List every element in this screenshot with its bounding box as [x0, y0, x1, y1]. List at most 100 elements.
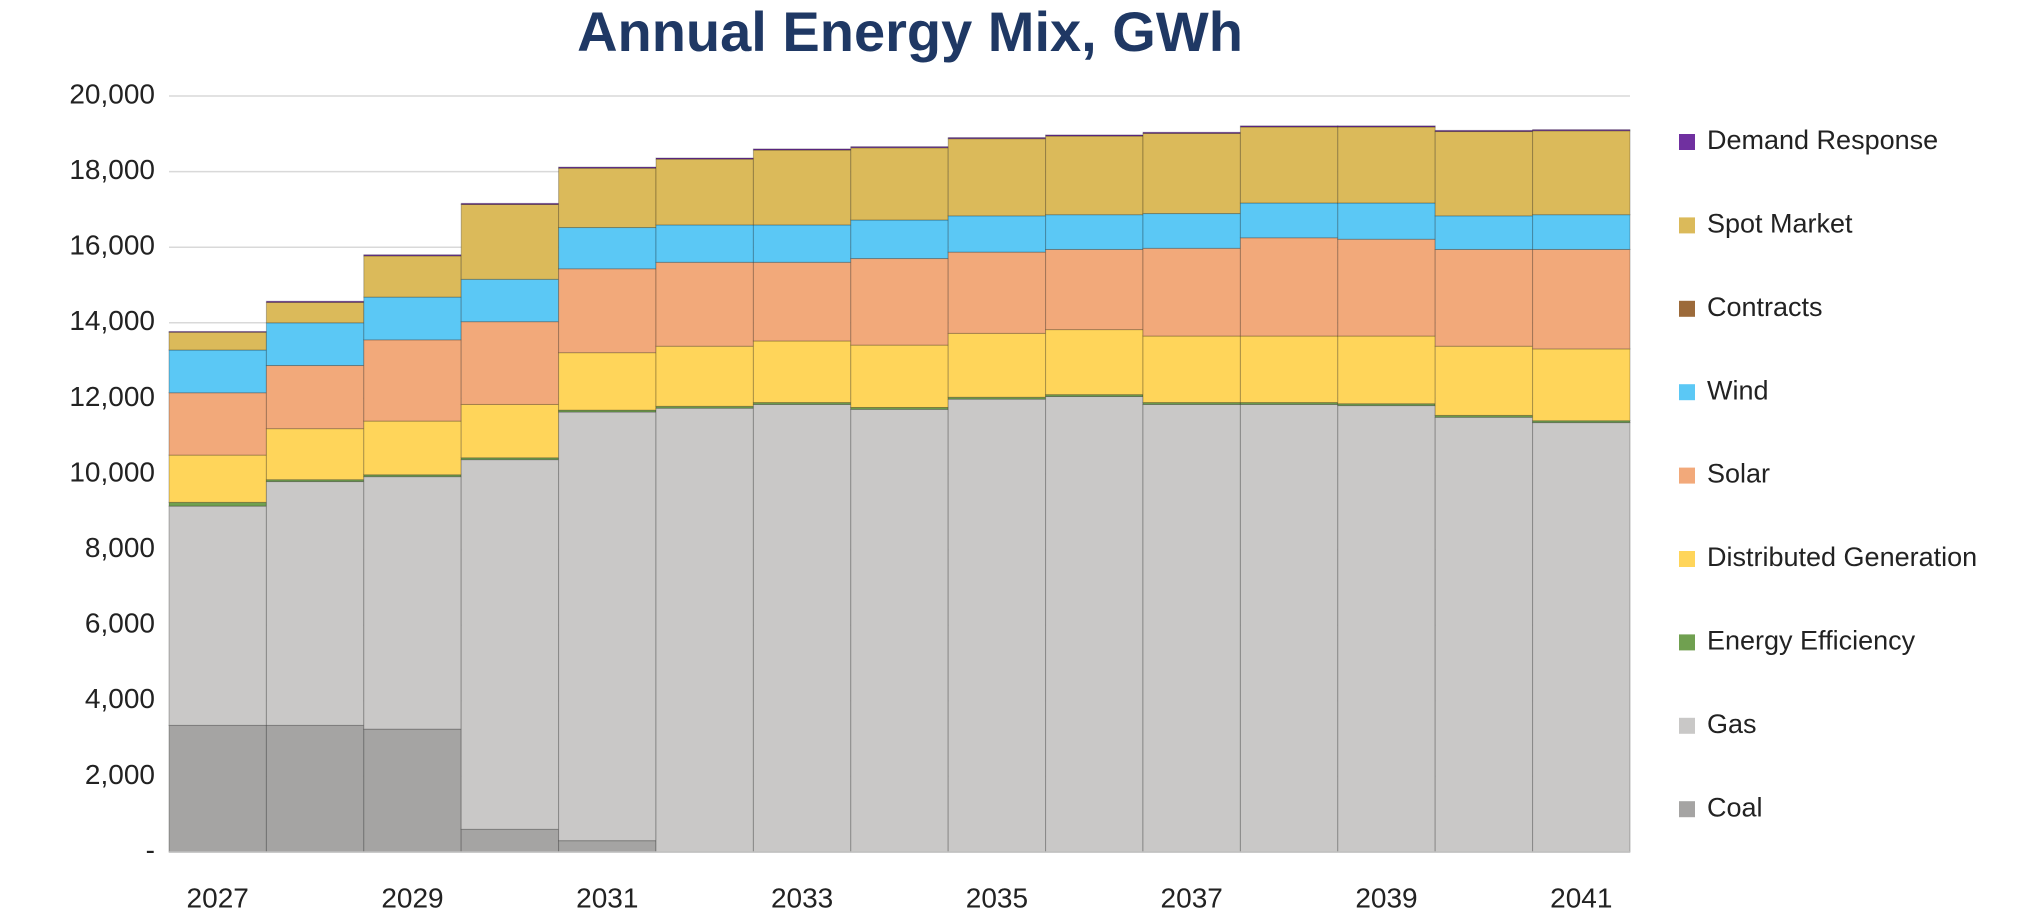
- bar-segment: [1142, 335, 1241, 404]
- bar-segment: [1142, 131, 1241, 134]
- legend-label: Wind: [1707, 375, 1769, 405]
- bar-segment: [265, 724, 365, 853]
- bar-segment: [363, 254, 462, 257]
- bar-segment: [1142, 403, 1241, 853]
- bar-segment: [265, 365, 365, 430]
- bar-segment: [1434, 416, 1534, 853]
- legend-swatch: [1679, 384, 1695, 401]
- bar-segment: [265, 481, 365, 726]
- bar-segment: [1239, 237, 1339, 337]
- bar-segment: [460, 202, 560, 205]
- bar-segment: [947, 215, 1047, 253]
- bar-segment: [850, 344, 949, 408]
- legend-label: Demand Response: [1707, 125, 1938, 155]
- bar-segment: [460, 203, 560, 280]
- bar-segment: [1239, 335, 1339, 404]
- bar-segment: [1239, 125, 1339, 128]
- bar-segment: [1434, 345, 1534, 416]
- bar-segment: [850, 147, 949, 221]
- legend-label: Coal: [1707, 792, 1763, 822]
- x-tick-label: 2039: [1355, 882, 1417, 913]
- legend-swatch: [1679, 717, 1695, 734]
- bar-segment: [558, 166, 657, 169]
- bar-segment: [1434, 248, 1534, 347]
- y-tick-label: 20,000: [69, 78, 155, 109]
- bar-segment: [1045, 134, 1144, 137]
- bar-segment: [168, 349, 267, 394]
- bar-segment: [752, 224, 852, 263]
- bar-segment: [947, 251, 1047, 334]
- legend-label: Solar: [1707, 459, 1770, 489]
- bar-segment: [265, 428, 365, 481]
- x-tick-label: 2031: [576, 882, 638, 913]
- x-tick-label: 2041: [1550, 882, 1612, 913]
- bar-segment: [1337, 405, 1436, 853]
- bar-segment: [363, 728, 462, 853]
- bar-segment: [947, 138, 1047, 217]
- bar-segment: [168, 505, 267, 726]
- legend-label: Gas: [1707, 709, 1757, 739]
- bar-segment: [558, 352, 657, 411]
- legend-label: Distributed Generation: [1707, 542, 1977, 572]
- bar-segment: [265, 301, 365, 324]
- y-tick-label: 12,000: [69, 381, 155, 412]
- x-tick-label: 2033: [771, 882, 833, 913]
- bar-segment: [460, 321, 560, 405]
- bar-segment: [655, 261, 754, 347]
- x-tick-label: 2037: [1161, 882, 1223, 913]
- bar-segment: [1045, 396, 1144, 853]
- bar-segment: [558, 411, 657, 842]
- bar-segment: [265, 300, 365, 303]
- legend-label: Energy Efficiency: [1707, 626, 1916, 656]
- bar-segment: [1239, 403, 1339, 853]
- bar-segment: [168, 501, 267, 507]
- bar-segment: [1532, 130, 1631, 216]
- bar-segment: [655, 157, 754, 160]
- legend-swatch: [1679, 551, 1695, 567]
- bar-segment: [1532, 348, 1631, 422]
- bar-segment: [363, 420, 462, 476]
- bar-segment: [752, 148, 852, 151]
- bar-segment: [1239, 126, 1339, 204]
- bar-segment: [1532, 422, 1631, 853]
- bar-segment: [655, 224, 754, 263]
- bar-segment: [752, 261, 852, 342]
- bar-segment: [1142, 132, 1241, 215]
- y-tick-label: 8,000: [85, 532, 155, 563]
- x-tick-label: 2035: [966, 882, 1028, 913]
- legend-swatch: [1679, 467, 1695, 484]
- bar-segment: [850, 146, 949, 149]
- bar-segment: [947, 137, 1047, 140]
- bar-segment: [1239, 202, 1339, 239]
- bar-segment: [655, 407, 754, 853]
- bar-segment: [1337, 202, 1436, 240]
- bar-segment: [947, 332, 1047, 398]
- bar-segment: [752, 340, 852, 404]
- bar-segment: [850, 408, 949, 853]
- y-tick-label: 16,000: [69, 230, 155, 261]
- bar-segment: [655, 345, 754, 407]
- bar-segment: [1142, 247, 1241, 337]
- bar-segment: [1532, 214, 1631, 250]
- bar-segment: [1434, 131, 1534, 217]
- bar-segment: [1532, 129, 1631, 132]
- bar-segment: [655, 158, 754, 226]
- bar-segment: [1532, 248, 1631, 350]
- bar-segment: [1434, 129, 1534, 133]
- legend-swatch: [1679, 134, 1695, 150]
- legend-swatch: [1679, 634, 1695, 651]
- bar-segment: [1337, 126, 1436, 204]
- bar-segment: [947, 398, 1047, 853]
- x-tick-label: 2027: [187, 882, 249, 913]
- bar-segment: [558, 268, 657, 354]
- bar-segment: [168, 392, 267, 456]
- bar-segment: [363, 339, 462, 422]
- bar-segment: [1045, 135, 1144, 216]
- y-tick-label: 10,000: [69, 456, 155, 487]
- bar-segment: [558, 840, 657, 853]
- bar-segment: [363, 476, 462, 730]
- legend-swatch: [1679, 217, 1695, 234]
- bar-segment: [1045, 214, 1144, 250]
- y-tick-label: 18,000: [69, 154, 155, 185]
